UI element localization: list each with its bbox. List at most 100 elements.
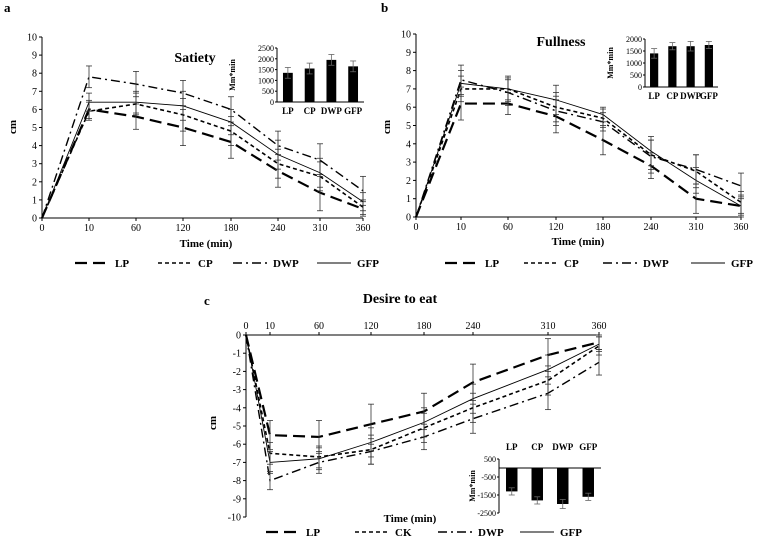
inset-y-tick-label: 500 [630, 71, 642, 80]
legend-item: DWP [603, 258, 669, 270]
error-bar [133, 90, 139, 114]
x-tick-label: 0 [244, 321, 249, 332]
x-tick-label: 60 [314, 321, 324, 332]
inset-y-tick-label: -500 [481, 473, 496, 482]
error-bar [738, 194, 744, 218]
inset-y-tick-label: 0 [270, 98, 274, 107]
inset-category-label: LP [282, 106, 294, 116]
inset-bar [582, 468, 594, 497]
legend-label: GFP [560, 527, 582, 539]
legend-label: CK [395, 527, 412, 539]
y-tick-label: -5 [233, 422, 241, 433]
y-tick-label: 4 [406, 139, 411, 150]
y-tick-label: -3 [233, 385, 241, 396]
y-axis-label: cm [207, 416, 219, 430]
legend-item: CP [524, 258, 579, 270]
x-axis-label: Time (min) [552, 236, 605, 248]
x-tick-label: 360 [356, 223, 371, 234]
series-line-cp [415, 88, 742, 218]
error-bar [648, 136, 654, 167]
panel-b: b Fullness 0 1 2 3 4 5 6 7 8 9 10 0 10 60 120 180 240 310 36… [381, 0, 753, 270]
inset-category-label: GFP [700, 91, 718, 101]
x-axis-label: Time (min) [180, 238, 233, 250]
error-bar [368, 427, 374, 458]
inset-bar-chart: 500 -500 -1500 -2500 LP CP DWP GFP Mm*min [468, 442, 601, 518]
error-bar [267, 471, 273, 491]
x-tick-label: 120 [176, 223, 191, 234]
series-line-cp [245, 334, 600, 458]
inset-bar [650, 53, 659, 87]
x-tick-label: 310 [313, 223, 328, 234]
legend-label: LP [115, 258, 129, 270]
y-tick-label: -1 [233, 349, 241, 360]
inset-y-tick-label: 2000 [626, 35, 642, 44]
y-tick-label: 10 [401, 30, 411, 41]
error-bar [596, 336, 602, 352]
y-tick-label: 1 [32, 195, 37, 206]
y-tick-label: 7 [32, 87, 37, 98]
inset-y-tick-label: 1000 [626, 59, 642, 68]
error-bar [600, 106, 606, 123]
y-tick-label: 0 [406, 213, 411, 224]
legend: LP CP DWP GFP [445, 258, 753, 270]
inset-category-label: CP [304, 106, 316, 116]
y-tick-label: 9 [406, 48, 411, 59]
chart-title: Desire to eat [363, 292, 438, 307]
y-tick-label: 6 [32, 105, 37, 116]
y-tick-label: -10 [228, 513, 241, 524]
x-tick-label: 180 [596, 222, 611, 233]
error-bar [693, 167, 699, 194]
legend-item: CP [158, 258, 213, 270]
series-line-lp [414, 102, 742, 218]
panel-letter: c [204, 293, 210, 308]
y-tick-label: 0 [32, 214, 37, 225]
x-tick-label: 120 [364, 321, 379, 332]
error-bar [317, 157, 323, 188]
x-tick-label: 240 [644, 222, 659, 233]
chart-title: Fullness [536, 35, 586, 50]
error-bar [421, 407, 427, 438]
panel-letter: b [381, 0, 388, 15]
series-line-dwp [41, 76, 364, 219]
legend: LP CP DWP GFP [75, 258, 379, 270]
panel-c: c Desire to eat 0 -1 -2 -3 -4 -5 -6 -7 -8 -9 -10 0 10 6… [204, 292, 607, 539]
inset-y-tick-label: 500 [262, 87, 274, 96]
series-line-lp [244, 334, 600, 439]
inset-y-tick-label: -2500 [477, 509, 496, 518]
inset-bar [506, 468, 518, 492]
legend-item: LP [445, 258, 499, 270]
error-bar [505, 75, 511, 103]
legend-label: DWP [478, 527, 504, 539]
inset-bar [282, 72, 293, 102]
inset-y-tick-label: -1500 [477, 491, 496, 500]
y-tick-label: 0 [236, 331, 241, 342]
x-tick-label: 10 [265, 321, 275, 332]
inset-category-label: LP [648, 91, 660, 101]
error-bar [553, 84, 559, 115]
y-tick-label: 10 [27, 33, 37, 44]
x-tick-label: 120 [549, 222, 564, 233]
inset-y-tick-label: 500 [484, 455, 496, 464]
inset-category-label: GFP [579, 442, 597, 452]
inset-bar [304, 68, 315, 102]
x-tick-label: 240 [271, 223, 286, 234]
error-bar [545, 354, 551, 385]
y-tick-label: 5 [406, 121, 411, 132]
x-tick-label: 180 [224, 223, 239, 234]
error-bar [180, 90, 186, 121]
inset-y-axis-label: Mm*min [468, 470, 477, 502]
x-tick-label: 240 [466, 321, 481, 332]
inset-y-axis-label: Mm*min [606, 47, 615, 79]
legend-item: CK [355, 527, 412, 539]
series-line-gfp [41, 101, 364, 219]
legend-item: GFP [317, 258, 379, 270]
x-tick-label: 10 [456, 222, 466, 233]
inset-y-tick-label: 2000 [258, 55, 274, 64]
y-tick-label: 3 [32, 159, 37, 170]
inset-category-label: CP [531, 442, 543, 452]
error-bar [228, 109, 234, 136]
x-tick-label: 360 [592, 321, 607, 332]
series-line-dwp [245, 334, 600, 482]
legend-label: LP [306, 527, 320, 539]
x-tick-label: 60 [503, 222, 513, 233]
